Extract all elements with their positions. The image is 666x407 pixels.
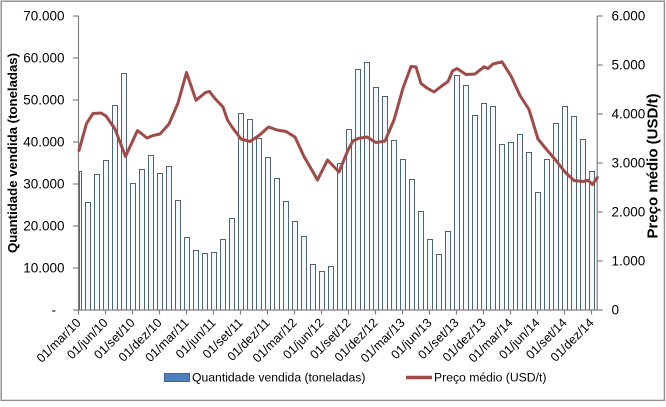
svg-text:4.000: 4.000 xyxy=(612,107,646,122)
svg-text:Preço médio (USD/t): Preço médio (USD/t) xyxy=(434,371,546,385)
svg-text:10.000: 10.000 xyxy=(23,261,64,276)
svg-text:3.000: 3.000 xyxy=(612,156,646,171)
svg-text:5.000: 5.000 xyxy=(612,58,646,73)
svg-text:1.000: 1.000 xyxy=(612,254,646,269)
svg-text:20.000: 20.000 xyxy=(23,219,64,234)
svg-text:6.000: 6.000 xyxy=(612,9,646,24)
svg-text:Quantidade vendida (toneladas): Quantidade vendida (toneladas) xyxy=(5,53,20,253)
svg-text:0: 0 xyxy=(612,303,620,318)
svg-text:50.000: 50.000 xyxy=(23,93,64,108)
svg-text:2.000: 2.000 xyxy=(612,205,646,220)
svg-text:30.000: 30.000 xyxy=(23,177,64,192)
svg-text:Preço médio (USD/t): Preço médio (USD/t) xyxy=(645,93,662,238)
svg-text:Quantidade vendida (toneladas): Quantidade vendida (toneladas) xyxy=(192,371,365,385)
svg-text:-: - xyxy=(52,303,57,318)
svg-text:40.000: 40.000 xyxy=(23,135,64,150)
svg-text:70.000: 70.000 xyxy=(23,9,64,24)
svg-text:60.000: 60.000 xyxy=(23,51,64,66)
